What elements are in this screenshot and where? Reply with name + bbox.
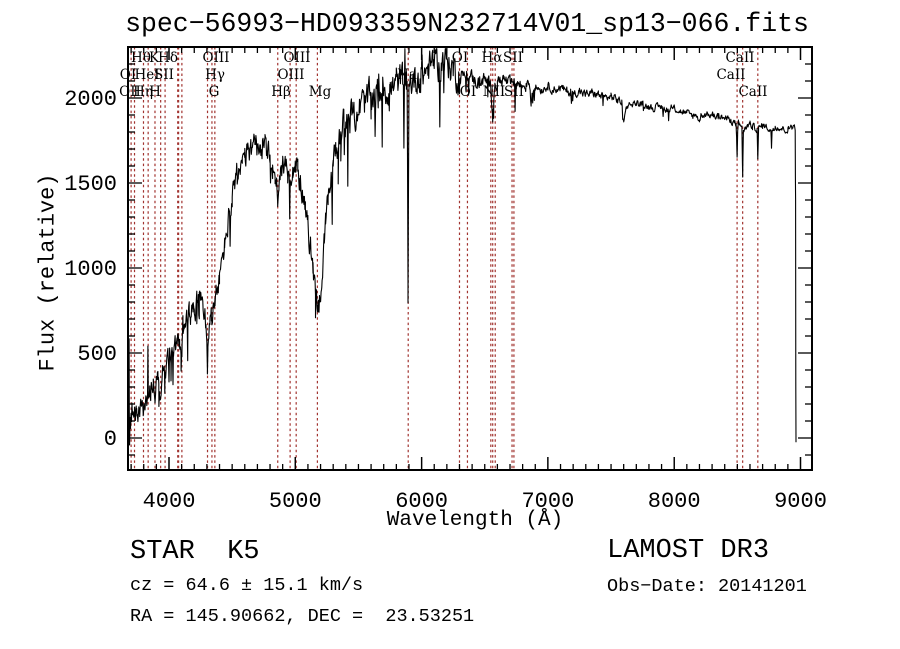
y-tick-label: 2000 <box>64 87 117 112</box>
x-tick-label: 5000 <box>269 489 322 514</box>
plot-title: spec−56993−HD093359N232714V01_sp13−066.f… <box>125 9 809 39</box>
spectrum-trace <box>127 48 797 446</box>
x-tick-label: 6000 <box>395 489 448 514</box>
spectral-line-label: Hβ <box>271 84 291 100</box>
spectral-line-label: Hη <box>133 84 153 100</box>
radial-velocity-label: cz = 64.6 ± 15.1 km/s <box>130 575 364 596</box>
spectral-line-label: SII <box>154 67 174 83</box>
y-tick-label: 500 <box>77 342 117 367</box>
spectral-line-label: CaII <box>716 67 745 83</box>
y-tick-label: 1500 <box>64 172 117 197</box>
x-tick-label: 7000 <box>521 489 574 514</box>
spectral-line-label: Hα <box>482 50 503 66</box>
y-tick-label: 0 <box>104 427 117 452</box>
spectral-line-label: OIII <box>283 50 310 66</box>
spectral-line-label: G <box>209 84 220 100</box>
spectral-line-label: Hθ <box>131 50 151 66</box>
spectral-line-label: OIII <box>202 50 229 66</box>
spectral-line-label: CaII <box>738 84 767 100</box>
spectral-line-label: HeI <box>134 67 159 83</box>
ra-dec-label: RA = 145.90662, DEC = 23.53251 <box>130 606 475 627</box>
spectral-line-label: OI <box>452 50 468 66</box>
spectral-line-label: OIII <box>277 67 304 83</box>
spectral-line-label: H <box>149 84 161 100</box>
classification-label: STAR K5 <box>130 537 260 567</box>
plot-frame <box>127 46 813 471</box>
axis-ticks <box>128 47 812 470</box>
y-tick-label: 1000 <box>64 257 117 282</box>
spectral-line-label: Hγ <box>205 67 225 83</box>
spectral-line-label: OII <box>119 84 141 100</box>
x-tick-label: 9000 <box>774 489 827 514</box>
x-tick-labels: 4000 5000 6000 7000 8000 9000 <box>143 489 827 514</box>
y-tick-labels: 0 500 1000 1500 2000 <box>64 87 117 452</box>
y-axis-title: Flux (relative) <box>35 173 61 372</box>
x-axis-title: Wavelength (Å) <box>386 509 564 532</box>
x-tick-label: 4000 <box>143 489 196 514</box>
spectral-line-label: SII <box>504 84 524 100</box>
x-tick-label: 8000 <box>648 489 701 514</box>
spectral-line-label: CaII <box>725 50 754 66</box>
spectral-line-label: Hδ <box>158 50 178 66</box>
spectral-line-label: Mg <box>309 84 332 100</box>
spectral-line-label: SII <box>503 50 523 66</box>
obs-date-label: Obs−Date: 20141201 <box>607 576 807 597</box>
spectral-line-label: K <box>149 50 160 66</box>
survey-release-label: LAMOST DR3 <box>607 536 770 566</box>
